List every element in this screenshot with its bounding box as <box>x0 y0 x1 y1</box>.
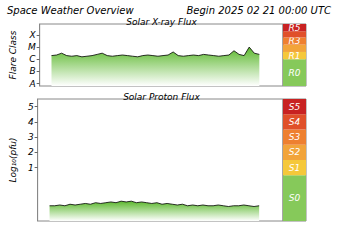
svg-text:3: 3 <box>28 132 34 142</box>
svg-text:Space Weather Overview: Space Weather Overview <box>7 5 134 16</box>
svg-text:M: M <box>28 42 36 52</box>
svg-text:S0: S0 <box>289 193 301 203</box>
svg-text:2: 2 <box>28 147 34 157</box>
svg-text:5: 5 <box>28 102 34 112</box>
svg-text:Solar X-ray Flux: Solar X-ray Flux <box>126 17 197 27</box>
svg-text:R0: R0 <box>289 68 301 78</box>
svg-text:A: A <box>28 79 35 89</box>
svg-text:Begin 2025 02 21 00:00 UTC: Begin 2025 02 21 00:00 UTC <box>187 5 332 16</box>
svg-text:X: X <box>28 30 36 40</box>
svg-text:S2: S2 <box>289 147 301 157</box>
svg-text:B: B <box>29 66 35 76</box>
svg-text:S3: S3 <box>289 132 301 142</box>
svg-text:R5: R5 <box>289 23 301 33</box>
svg-text:R3: R3 <box>289 36 301 46</box>
svg-text:S1: S1 <box>289 163 300 173</box>
svg-text:R1: R1 <box>289 51 301 61</box>
svg-text:1: 1 <box>28 163 34 173</box>
svg-text:Log₁₀(pfu): Log₁₀(pfu) <box>8 137 18 182</box>
svg-text:S4: S4 <box>289 117 301 127</box>
svg-text:S5: S5 <box>289 102 301 112</box>
svg-text:C: C <box>29 54 36 64</box>
svg-text:Solar Proton Flux: Solar Proton Flux <box>123 92 200 102</box>
svg-text:4: 4 <box>28 117 34 127</box>
svg-text:Flare Class: Flare Class <box>8 30 18 79</box>
